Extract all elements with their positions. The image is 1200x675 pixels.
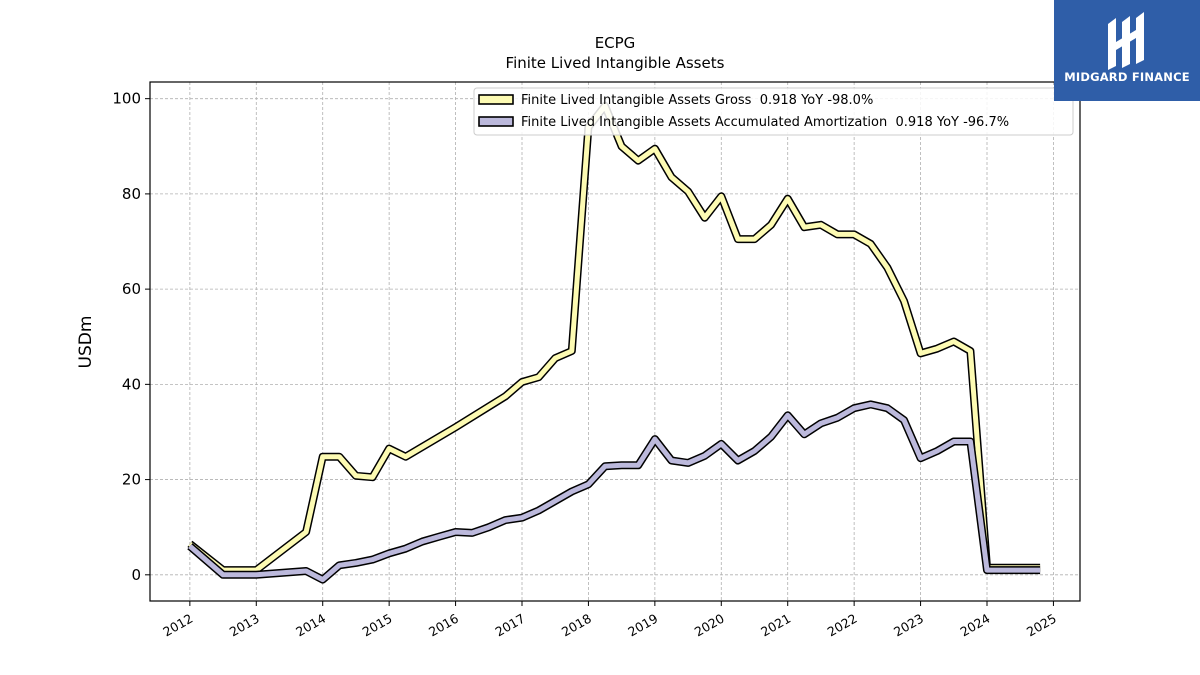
x-tick-label: 2021	[758, 611, 793, 640]
y-axis-label: USDm	[76, 316, 96, 369]
legend-swatch-amortization	[478, 116, 514, 127]
logo-text: MIDGARD FINANCE	[1064, 70, 1190, 84]
x-tick-label: 2012	[160, 611, 195, 640]
legend-label-amortization: Finite Lived Intangible Assets Accumulat…	[521, 115, 1009, 130]
grid	[150, 82, 1080, 601]
legend-label-gross: Finite Lived Intangible Assets Gross 0.9…	[521, 93, 873, 108]
series-lines	[187, 101, 1041, 584]
plot-frame	[149, 81, 1081, 602]
y-tick-label: 100	[112, 90, 141, 108]
x-axis: 2012 2013 2014 2015 2016 2017 2018 2019 2020 2021…	[160, 601, 1059, 640]
x-tick-label: 2025	[1024, 611, 1059, 640]
x-tick-label: 2017	[492, 611, 527, 640]
y-tick-label: 40	[122, 375, 141, 393]
x-tick-label: 2015	[360, 611, 395, 640]
y-tick-label: 20	[122, 471, 141, 489]
x-tick-label: 2014	[293, 611, 328, 640]
series-outline-gross	[187, 101, 1041, 575]
y-tick-label: 0	[131, 566, 141, 584]
x-tick-label: 2018	[559, 611, 594, 640]
x-tick-label: 2024	[957, 611, 992, 640]
chart-title: ECPG	[595, 34, 636, 52]
midgard-logo-icon	[1108, 12, 1144, 70]
series-line-amortization	[188, 401, 1041, 583]
legend-swatch-gross	[478, 94, 514, 105]
y-tick-label: 60	[122, 280, 141, 298]
series-line-gross	[188, 103, 1041, 573]
midgard-finance-logo: MIDGARD FINANCE	[1054, 0, 1200, 101]
x-tick-label: 2022	[825, 611, 860, 640]
y-axis: 0 20 40 60 80 100	[112, 90, 150, 584]
x-tick-label: 2019	[625, 611, 660, 640]
x-tick-label: 2013	[227, 611, 262, 640]
y-tick-label: 80	[122, 185, 141, 203]
legend: Finite Lived Intangible Assets Gross 0.9…	[473, 87, 1074, 136]
x-tick-label: 2023	[891, 611, 926, 640]
legend-box	[473, 87, 1074, 136]
chart-subtitle: Finite Lived Intangible Assets	[506, 54, 725, 72]
x-tick-label: 2020	[692, 611, 727, 640]
x-tick-label: 2016	[426, 611, 461, 640]
